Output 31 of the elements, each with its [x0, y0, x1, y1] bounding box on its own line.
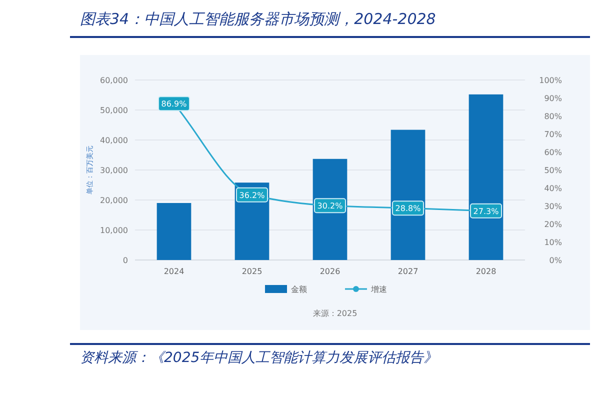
y2-tick-label: 20% [544, 220, 562, 229]
x-tick-label: 2026 [320, 267, 340, 276]
y2-tick-label: 30% [544, 202, 562, 211]
source-note: 来源：2025 [312, 309, 358, 318]
y2-tick-label: 50% [544, 166, 562, 175]
legend-label: 增速 [370, 285, 387, 294]
x-tick-label: 2027 [398, 267, 418, 276]
y2-tick-label: 90% [544, 94, 562, 103]
x-tick-label: 2028 [476, 267, 496, 276]
y-tick-label: 30,000 [100, 166, 128, 175]
y2-tick-label: 40% [544, 184, 562, 193]
y-tick-label: 20,000 [100, 196, 128, 205]
y2-tick-label: 100% [539, 76, 562, 85]
y-tick-label: 50,000 [100, 106, 128, 115]
y-tick-label: 40,000 [100, 136, 128, 145]
y2-tick-label: 60% [544, 148, 562, 157]
x-tick-label: 2025 [242, 267, 262, 276]
y2-tick-label: 10% [544, 238, 562, 247]
y-tick-label: 60,000 [100, 76, 128, 85]
chart-title: 图表34：中国人工智能服务器市场预测，2024-2028 [80, 10, 436, 28]
y2-tick-label: 0% [549, 256, 562, 265]
bar [390, 130, 426, 260]
y-tick-label: 10,000 [100, 226, 128, 235]
x-tick-label: 2024 [164, 267, 184, 276]
bar [156, 203, 192, 260]
bar [468, 94, 504, 260]
y-tick-label: 0 [122, 256, 128, 265]
y2-tick-label: 70% [544, 130, 562, 139]
text: 资料来源：《2025年中国人工智能计算力发展评估报告》 [80, 350, 438, 366]
y2-tick-label: 80% [544, 112, 562, 121]
legend-label: 金额 [291, 285, 307, 294]
